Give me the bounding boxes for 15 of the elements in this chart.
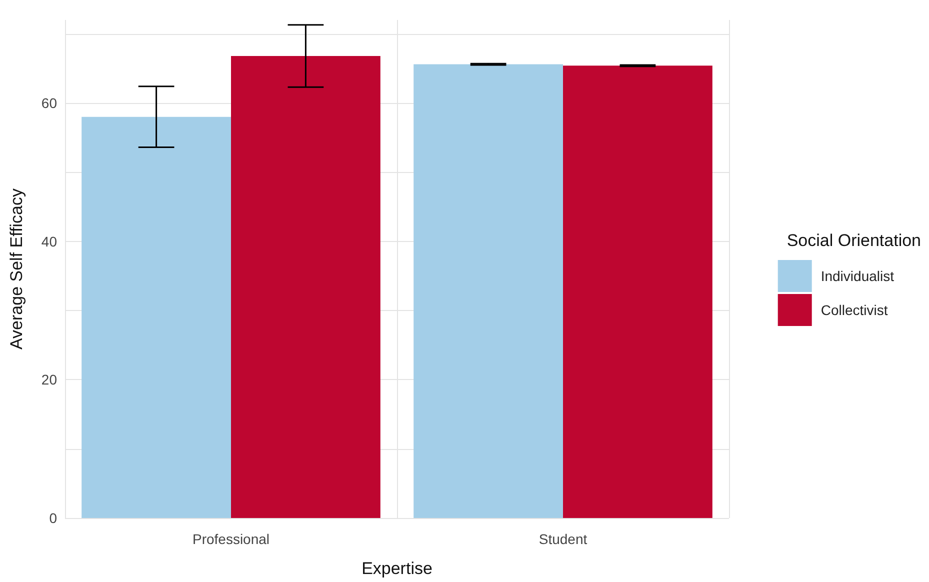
y-tick-label: 0 <box>49 510 58 526</box>
legend-label: Collectivist <box>820 302 888 318</box>
y-axis-title: Average Self Efficacy <box>7 188 26 350</box>
y-tick-label: 60 <box>41 95 58 111</box>
x-tick-label: Professional <box>192 531 270 547</box>
bar <box>414 64 563 518</box>
legend-label: Individualist <box>820 268 894 284</box>
y-tick-label: 40 <box>41 233 58 250</box>
bar <box>563 66 712 518</box>
y-tick-label: 20 <box>41 372 58 388</box>
bar <box>82 116 231 518</box>
x-axis-title: Expertise <box>362 559 432 578</box>
legend-title: Social Orientation <box>786 231 922 250</box>
bar <box>231 56 380 518</box>
x-tick-label: Student <box>538 531 588 547</box>
